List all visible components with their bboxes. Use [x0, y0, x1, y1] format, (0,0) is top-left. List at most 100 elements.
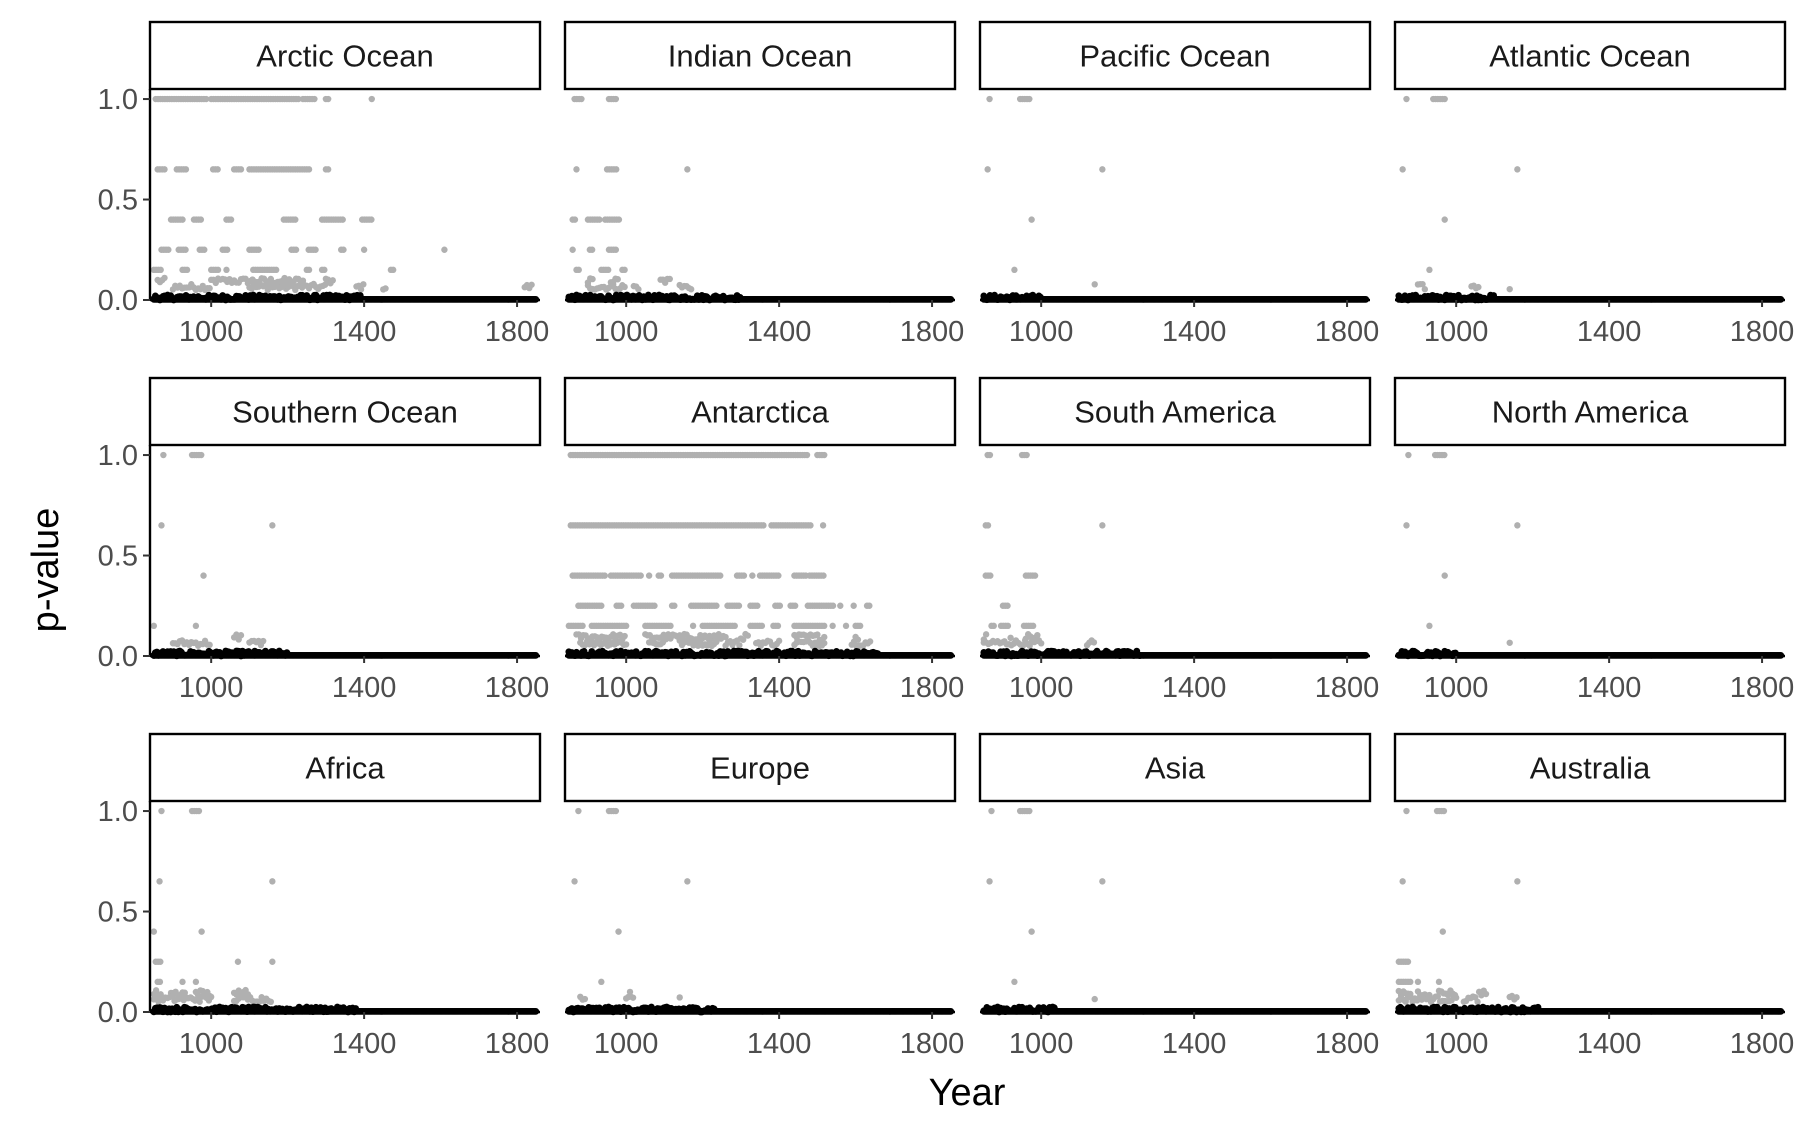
data-point-grey — [165, 246, 172, 253]
data-point-grey — [1421, 286, 1429, 293]
facet-points — [150, 95, 540, 304]
data-point-grey — [612, 95, 620, 103]
data-point-grey — [158, 807, 165, 815]
x-tick-label: 1000 — [1424, 672, 1489, 704]
data-point-grey — [321, 266, 328, 274]
data-point-grey — [579, 622, 586, 630]
data-point-grey — [651, 602, 658, 609]
data-point-grey — [821, 451, 828, 459]
data-point-grey — [160, 451, 167, 459]
data-point-grey — [984, 166, 991, 173]
y-tick-label: 0.5 — [98, 541, 138, 573]
data-point-grey — [687, 286, 695, 293]
data-point-grey — [821, 633, 828, 641]
data-point-grey — [575, 266, 582, 274]
data-point-grey — [269, 522, 276, 529]
facet-points — [150, 807, 540, 1016]
data-point-grey — [203, 95, 210, 103]
data-point-grey — [357, 286, 365, 293]
data-point-grey — [321, 281, 329, 288]
data-point-grey — [1514, 166, 1521, 173]
data-point-grey — [1091, 281, 1098, 288]
data-point-grey — [1426, 266, 1433, 274]
data-point-grey — [324, 95, 332, 103]
y-tick-label: 0.0 — [98, 641, 138, 673]
x-tick-label: 1800 — [485, 672, 550, 704]
data-point-grey — [360, 246, 368, 253]
data-point-grey — [441, 246, 448, 253]
data-point-grey — [311, 95, 318, 103]
data-point-grey — [987, 572, 994, 579]
data-point-grey — [1403, 522, 1410, 529]
data-point-grey — [195, 807, 203, 815]
x-tick-label: 1000 — [179, 316, 244, 348]
data-point-grey — [1029, 622, 1037, 630]
data-point-grey — [829, 602, 837, 609]
facet-points — [565, 451, 955, 660]
data-point-grey — [612, 246, 620, 253]
x-tick-label: 1400 — [1577, 316, 1642, 348]
data-point-grey — [198, 451, 205, 459]
data-point-grey — [1004, 622, 1012, 630]
facet-points — [1395, 451, 1785, 660]
data-point-grey — [1419, 280, 1426, 288]
data-point-grey — [986, 95, 993, 103]
data-point-grey — [161, 274, 168, 282]
data-point-grey — [1011, 266, 1018, 274]
data-point-grey — [1023, 451, 1030, 459]
data-point-grey — [807, 522, 814, 529]
data-point-grey — [292, 216, 299, 223]
data-point-grey — [713, 602, 720, 609]
data-point-grey — [689, 622, 697, 630]
data-point-grey — [657, 572, 665, 579]
facet-points — [980, 95, 1370, 304]
data-point-grey — [368, 216, 375, 223]
data-point-grey — [837, 602, 844, 609]
facet-strip — [563, 20, 957, 91]
data-point-grey — [986, 451, 994, 459]
facet-strip — [148, 20, 542, 91]
data-point-grey — [588, 246, 596, 253]
data-point-grey — [596, 216, 603, 223]
data-point-grey — [569, 246, 576, 253]
data-point-grey — [1031, 572, 1039, 579]
data-point-grey — [182, 166, 190, 173]
data-point-grey — [305, 166, 313, 173]
data-point-grey — [1099, 522, 1106, 529]
data-point-grey — [192, 978, 200, 986]
data-point-grey — [573, 166, 580, 173]
facet-title: Atlantic Ocean — [1489, 39, 1691, 74]
facet-title: Antarctica — [691, 395, 830, 430]
facet-title: Indian Ocean — [668, 39, 852, 74]
data-point-grey — [368, 95, 375, 103]
data-point-grey — [760, 522, 767, 529]
data-point-grey — [198, 928, 205, 935]
facet-points — [980, 451, 1370, 660]
data-point-grey — [339, 216, 346, 223]
facet-title: North America — [1492, 395, 1689, 430]
x-tick-label: 1400 — [1162, 316, 1227, 348]
data-point-grey — [269, 958, 276, 965]
data-point-grey — [821, 639, 828, 647]
data-point-grey — [150, 622, 158, 630]
data-point-grey — [179, 978, 186, 986]
data-point-grey — [157, 266, 164, 274]
data-point-grey — [223, 266, 230, 274]
data-point-grey — [803, 451, 811, 459]
data-point-grey — [182, 246, 189, 253]
data-point-grey — [613, 166, 620, 173]
data-point-grey — [850, 602, 857, 609]
data-point-grey — [150, 928, 158, 935]
data-point-grey — [731, 622, 738, 630]
y-tick-label: 1.0 — [98, 440, 138, 472]
data-point-grey — [578, 95, 585, 103]
data-point-grey — [382, 285, 389, 292]
facet-points — [150, 451, 540, 660]
facet-title: Pacific Ocean — [1079, 39, 1270, 74]
data-point-grey — [819, 522, 827, 529]
data-point-grey — [749, 572, 756, 579]
